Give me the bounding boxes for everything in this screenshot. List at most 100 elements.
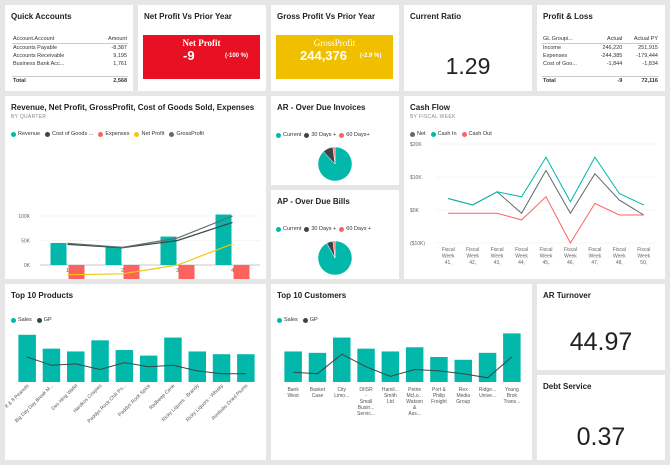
debt-service-value: 0.37 [576,423,626,451]
table-cell: -8,387 [111,45,127,51]
legend-label: Revenue [18,131,41,137]
legend-item[interactable]: GP [36,317,52,323]
kpi-change: (-2.9 %) [360,53,382,59]
bar-revenue [50,242,67,265]
table-total-row: Total -9 72,116 [542,76,659,85]
legend-item[interactable]: Cost of Goods ... [45,131,93,137]
top-customers-plot[interactable]: Bank West Basket Case City Limo... DIISR -Small… [271,284,532,460]
legend-swatch [169,131,175,137]
legend-item[interactable]: Revenue [11,131,40,137]
x-tick-label: Port & Philip Freight [431,387,447,405]
legend-label: GP [43,317,52,323]
legend-item[interactable]: Cash In [430,131,457,137]
x-tick-label: Bank West [287,387,299,399]
table-cell: Total [542,76,591,85]
legend-item[interactable]: Net [410,131,426,137]
ap-overdue-pie[interactable] [271,190,399,279]
legend-item[interactable]: 60 Days+ [339,132,370,138]
bar-sales [308,352,327,382]
x-tick-label: Fiscal Week 50, [637,247,650,266]
legend-item[interactable]: 60 Days + [339,226,371,232]
table-cell: 246,220 [602,45,623,51]
legend-swatch [410,131,415,137]
y-tick-label: $10K [410,175,422,181]
bar-sales [164,337,182,382]
x-tick-label: Fiscal Week 46, [564,247,577,266]
column-header[interactable]: Amount [95,35,128,44]
table-header-row: GL Groupi... Actual Actual PY [542,35,659,44]
legend-swatch [304,226,310,232]
top-customers-title: Top 10 Customers [277,291,347,300]
net-profit-tile[interactable]: Net Profit Vs Prior Year Net Profit -9 (… [138,5,266,91]
column-header[interactable]: GL Groupi... [542,35,591,44]
legend-item[interactable]: Current [276,132,301,138]
table-cell: 251,915 [638,45,658,51]
legend-item[interactable]: 30 Days + [304,132,336,138]
legend-item[interactable]: GrossProfit [169,131,204,137]
legend-item[interactable]: Sales [11,317,32,323]
gross-profit-tile[interactable]: Gross Profit Vs Prior Year GrossProfit 2… [271,5,399,91]
legend-item[interactable]: Net Profit [134,131,164,137]
legend-item[interactable]: Expenses [98,131,129,137]
y-tick-label: 100K [18,214,30,220]
legend-item[interactable]: Sales [277,317,298,323]
bar-sales [237,354,255,382]
table-cell: Income [543,45,562,51]
top-products-title: Top 10 Products [11,291,74,300]
line-netprofit [67,243,233,276]
x-tick-label: Ridge... Unive... [479,387,496,399]
current-ratio-tile[interactable]: Current Ratio 1.29 [404,5,532,91]
top-customers-tile[interactable]: Top 10 Customers Sales GP Bank West Basket… [271,284,532,460]
column-header[interactable]: Actual PY [623,35,659,44]
ap-overdue-tile[interactable]: AP - Over Due Bills Current 30 Days + 60… [271,190,399,279]
top-products-tile[interactable]: Top 10 Products Sales GP 8 & 8 Peanuts Bi… [5,284,266,460]
x-tick-label: Petrie McLo... Watson & Ass... [406,387,423,417]
y-tick-label: $0K [410,208,420,214]
ar-overdue-legend: Current 30 Days + 60 Days+ [276,132,370,138]
bar-expenses [68,265,85,279]
profit-loss-tile[interactable]: Profit & Loss GL Groupi... Actual Actual P… [537,5,665,91]
table-row: Accounts Receivable 9,195 [12,52,128,60]
legend-label: Cash Out [468,131,492,137]
line-cashin [448,156,645,206]
legend-label: Net [417,131,426,137]
kpi-change: (-100 %) [225,53,249,59]
legend-label: GP [309,317,318,323]
quick-accounts-title: Quick Accounts [11,12,72,21]
bar-sales [212,354,231,382]
ar-overdue-title: AR - Over Due Invoices [277,103,366,112]
x-tick-label: Young Brok Trans... [503,387,520,405]
x-tick-label: 1 [66,268,69,274]
legend-label: 60 Days+ [346,132,370,138]
table-cell: Total [12,76,96,85]
table-cell: -244,385 [600,53,623,59]
kpi-label: GrossProfit [313,38,356,48]
legend-label: 60 Days + [346,226,372,232]
ar-turnover-tile[interactable]: AR Turnover 44.97 [537,284,665,370]
table-cell: -9 [590,76,624,85]
table-cell: Cost of Goo... [543,61,577,67]
column-header[interactable]: Actual [590,35,624,44]
ar-overdue-tile[interactable]: AR - Over Due Invoices Current 30 Days +… [271,96,399,185]
cash-flow-tile[interactable]: Cash Flow BY FISCAL WEEK Net Cash In Cas… [404,96,665,279]
revenue-chart-tile[interactable]: Revenue, Net Profit, GrossProfit, Cost o… [5,96,266,279]
legend-item[interactable]: Current [276,226,301,232]
legend-item[interactable]: GP [302,317,318,323]
cash-flow-plot[interactable]: $20K $10K $0K ($10K) Fiscal Week 41, Fiscal Week… [404,96,665,279]
kpi-label: Net Profit [182,38,221,48]
column-header[interactable]: Account.Account [12,35,96,44]
x-tick-label: Fiscal Week 42, [466,247,479,266]
x-tick-label: Fiscal Week 48, [613,247,626,266]
ar-overdue-pie[interactable] [271,96,399,185]
ar-turnover-title: AR Turnover [543,291,591,300]
legend-item[interactable]: 30 Days + [304,226,336,232]
legend-swatch [11,131,16,137]
table-cell: 9,195 [113,53,127,59]
x-tick-label: Fiscal Week 45, [539,247,552,266]
debt-service-tile[interactable]: Debt Service 0.37 [537,375,665,460]
bar-sales [454,359,472,382]
legend-item[interactable]: Cash Out [461,131,492,137]
quick-accounts-tile[interactable]: Quick Accounts Account.Account Amount Acc… [5,5,133,91]
